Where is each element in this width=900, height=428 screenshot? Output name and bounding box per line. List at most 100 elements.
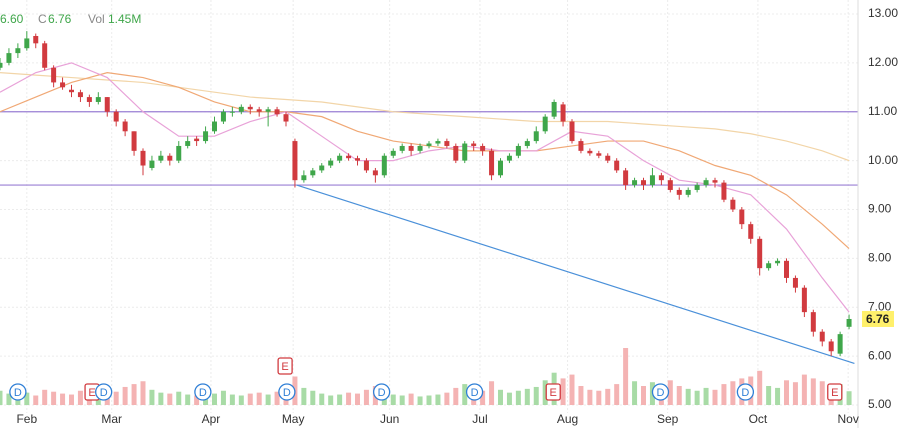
volume-bar bbox=[390, 394, 396, 405]
candle-body bbox=[408, 145, 414, 151]
volume-bar bbox=[6, 393, 12, 405]
volume-bar bbox=[641, 386, 646, 405]
candle-body bbox=[819, 331, 825, 342]
volume-bar bbox=[775, 387, 781, 405]
volume-bar bbox=[60, 393, 66, 405]
candle-body bbox=[676, 189, 682, 195]
volume-bar bbox=[721, 384, 727, 405]
candle-body bbox=[703, 180, 709, 186]
volume-bar bbox=[533, 386, 539, 405]
candle-body bbox=[301, 175, 307, 181]
volume-bar bbox=[113, 391, 119, 405]
candle-body bbox=[632, 180, 638, 186]
last-price-box bbox=[862, 310, 894, 327]
candle-body bbox=[247, 106, 253, 110]
volume-bar bbox=[685, 388, 691, 405]
volume-bar bbox=[140, 381, 146, 405]
header-open: 6.60 bbox=[0, 12, 24, 26]
x-tick-label: May bbox=[282, 412, 305, 426]
candle-body bbox=[810, 312, 816, 332]
candle-body bbox=[346, 155, 352, 159]
volume-bar bbox=[426, 395, 432, 405]
candle-body bbox=[533, 131, 539, 142]
volume-bar bbox=[435, 394, 441, 405]
candle-body bbox=[721, 182, 727, 200]
volume-bar bbox=[730, 381, 736, 405]
marker-label: E bbox=[550, 387, 557, 399]
x-tick-label: Mar bbox=[101, 412, 122, 426]
volume-bar bbox=[158, 392, 164, 405]
volume-bar bbox=[676, 386, 682, 405]
candle-body bbox=[95, 97, 101, 102]
candle-body bbox=[766, 263, 772, 269]
candle-body bbox=[24, 38, 30, 49]
candle-body bbox=[176, 145, 182, 161]
candle-body bbox=[641, 180, 646, 186]
volume-bar bbox=[515, 390, 521, 405]
candle-body bbox=[104, 97, 110, 112]
candle-body bbox=[775, 260, 781, 264]
volume-bar bbox=[623, 348, 629, 405]
candle-body bbox=[381, 155, 387, 176]
candle-body bbox=[238, 106, 244, 112]
candle-body bbox=[51, 67, 57, 83]
y-tick-label: 6.00 bbox=[868, 348, 892, 362]
candle-body bbox=[6, 53, 12, 63]
volume-bar bbox=[489, 381, 495, 405]
marker-label: E bbox=[831, 387, 838, 399]
volume-bar bbox=[149, 389, 155, 405]
candle-body bbox=[480, 145, 486, 151]
y-tick-label: 9.00 bbox=[868, 202, 892, 216]
moving-average bbox=[0, 72, 850, 162]
candle-body bbox=[399, 145, 405, 151]
candle-body bbox=[658, 175, 664, 181]
volume-bar bbox=[506, 392, 512, 405]
volume-bar bbox=[560, 378, 566, 405]
x-tick-label: Oct bbox=[749, 412, 768, 426]
volume-bar bbox=[498, 389, 503, 405]
candle-body bbox=[363, 160, 369, 171]
candle-body bbox=[310, 170, 316, 176]
candle-body bbox=[42, 43, 48, 68]
volume-bar bbox=[667, 380, 673, 405]
volume-bar bbox=[131, 384, 137, 405]
volume-bar bbox=[453, 387, 459, 405]
candle-body bbox=[605, 155, 611, 161]
volume-bar bbox=[301, 387, 307, 405]
volume-bar bbox=[310, 390, 316, 405]
candle-body bbox=[435, 141, 441, 144]
volume-bar bbox=[274, 391, 280, 405]
volume-bar bbox=[846, 391, 852, 405]
candle-body bbox=[828, 341, 834, 352]
marker-label: D bbox=[471, 387, 479, 399]
volume-bar bbox=[77, 390, 83, 405]
volume-bar bbox=[337, 394, 343, 405]
candle-body bbox=[578, 141, 584, 151]
marker-label: D bbox=[283, 387, 291, 399]
y-tick-label: 5.00 bbox=[868, 397, 892, 411]
y-tick-label: 10.00 bbox=[868, 153, 898, 167]
candle-body bbox=[417, 145, 423, 151]
candle-body bbox=[846, 318, 852, 327]
candle-body bbox=[390, 150, 396, 156]
candle-body bbox=[220, 111, 226, 122]
volume-bar bbox=[784, 380, 789, 405]
dividend-marker bbox=[651, 383, 670, 401]
candle-body bbox=[551, 101, 557, 117]
candle-body bbox=[685, 189, 691, 195]
candle-body bbox=[256, 109, 262, 112]
candle-body bbox=[33, 35, 39, 44]
candle-body bbox=[784, 260, 789, 278]
candle-body bbox=[140, 150, 146, 166]
candle-body bbox=[158, 155, 164, 161]
candle-body bbox=[60, 82, 66, 88]
volume-bar bbox=[462, 384, 468, 405]
candle-body bbox=[837, 334, 843, 354]
header-close-label: C bbox=[38, 12, 47, 26]
volume-bar bbox=[596, 390, 602, 405]
candle-body bbox=[0, 62, 3, 68]
volume-bar bbox=[694, 390, 700, 405]
volume-bar bbox=[167, 393, 173, 405]
volume-bar bbox=[328, 395, 334, 405]
